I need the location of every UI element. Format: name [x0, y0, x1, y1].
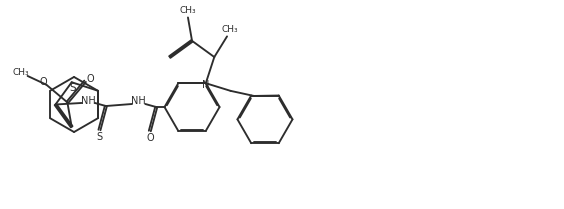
Text: O: O	[86, 74, 94, 84]
Text: S: S	[69, 83, 76, 93]
Text: O: O	[146, 133, 153, 143]
Text: CH₃: CH₃	[179, 6, 196, 15]
Text: S: S	[96, 132, 103, 141]
Text: O: O	[40, 77, 47, 87]
Text: CH₃: CH₃	[12, 68, 29, 77]
Text: N: N	[202, 80, 209, 90]
Text: NH: NH	[81, 96, 96, 106]
Text: NH: NH	[131, 96, 146, 106]
Text: CH₃: CH₃	[221, 25, 238, 34]
